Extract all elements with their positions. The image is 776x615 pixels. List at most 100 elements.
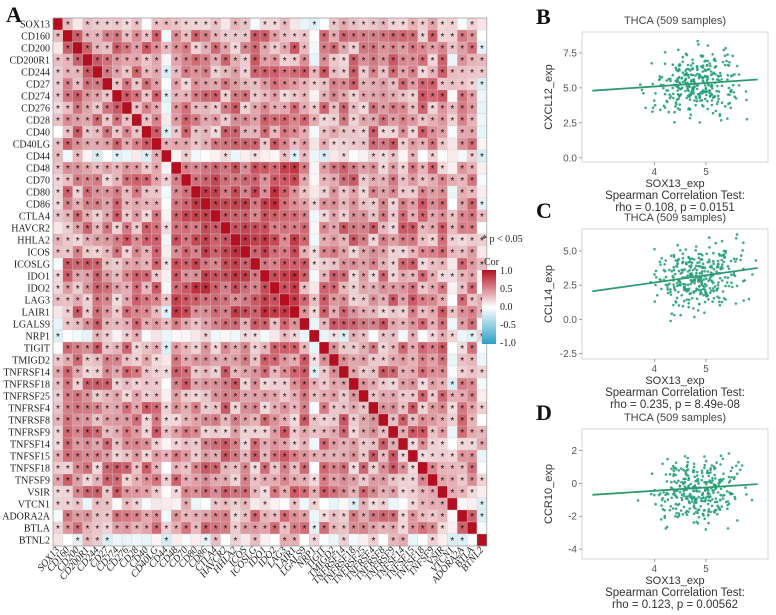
significance-star: * bbox=[184, 200, 188, 211]
significance-star: * bbox=[194, 236, 198, 247]
data-point bbox=[703, 455, 706, 458]
significance-star: * bbox=[362, 80, 366, 91]
significance-star: * bbox=[204, 476, 208, 487]
significance-star: * bbox=[371, 56, 375, 67]
significance-star: * bbox=[362, 344, 366, 355]
significance-star: * bbox=[224, 524, 228, 535]
significance-star: * bbox=[233, 536, 237, 547]
significance-star: * bbox=[470, 236, 474, 247]
significance-star: * bbox=[460, 464, 464, 475]
significance-star: * bbox=[155, 284, 159, 295]
significance-star: * bbox=[470, 200, 474, 211]
significance-star: * bbox=[174, 392, 178, 403]
significance-star: * bbox=[105, 248, 109, 259]
data-point bbox=[726, 276, 730, 280]
data-point bbox=[687, 76, 691, 79]
data-point bbox=[701, 104, 704, 107]
significance-star: * bbox=[431, 32, 435, 43]
significance-star: * bbox=[450, 116, 454, 127]
significance-star: * bbox=[95, 44, 99, 55]
significance-star: * bbox=[115, 308, 119, 319]
significance-star: * bbox=[352, 476, 356, 487]
significance-star: * bbox=[95, 488, 99, 499]
significance-star: * bbox=[135, 476, 139, 487]
data-point bbox=[696, 67, 699, 70]
significance-star: * bbox=[66, 308, 70, 319]
significance-star: * bbox=[342, 272, 346, 283]
significance-star: * bbox=[371, 380, 375, 391]
significance-star: * bbox=[214, 524, 218, 535]
significance-star: * bbox=[411, 272, 415, 283]
significance-star: * bbox=[391, 188, 395, 199]
significance-star: * bbox=[381, 476, 385, 487]
significance-star: * bbox=[381, 212, 385, 223]
data-point bbox=[694, 245, 698, 248]
significance-star: * bbox=[135, 236, 139, 247]
data-point bbox=[714, 497, 718, 500]
data-point bbox=[709, 495, 712, 498]
heatmap-cell bbox=[309, 269, 320, 283]
significance-star: * bbox=[322, 68, 326, 79]
significance-star: * bbox=[145, 272, 149, 283]
heatmap-cell bbox=[476, 521, 487, 535]
heatmap-cell bbox=[161, 233, 172, 247]
data-point bbox=[686, 456, 689, 460]
significance-star: * bbox=[450, 236, 454, 247]
significance-star: * bbox=[401, 368, 405, 379]
data-point bbox=[737, 460, 740, 464]
significance-star: * bbox=[224, 296, 228, 307]
significance-star: * bbox=[322, 260, 326, 271]
significance-star: * bbox=[135, 320, 139, 331]
significance-star: * bbox=[362, 20, 366, 31]
significance-star: * bbox=[302, 164, 306, 175]
significance-star: * bbox=[411, 308, 415, 319]
data-point bbox=[693, 282, 696, 285]
significance-star: * bbox=[194, 260, 198, 271]
significance-star: * bbox=[332, 416, 336, 427]
data-point bbox=[706, 107, 709, 111]
significance-star: * bbox=[273, 68, 277, 79]
significance-star: * bbox=[263, 320, 267, 331]
significance-star: * bbox=[105, 284, 109, 295]
heatmap-cell bbox=[151, 497, 162, 511]
significance-star: * bbox=[450, 536, 454, 547]
significance-star: * bbox=[273, 164, 277, 175]
significance-star: * bbox=[322, 140, 326, 151]
data-point bbox=[706, 75, 709, 78]
significance-star: * bbox=[381, 260, 385, 271]
significance-star: * bbox=[253, 188, 257, 199]
heatmap-cell bbox=[319, 341, 330, 355]
significance-star: * bbox=[155, 128, 159, 139]
data-point bbox=[698, 121, 701, 124]
data-point bbox=[704, 483, 708, 486]
significance-star: * bbox=[322, 248, 326, 259]
significance-star: * bbox=[243, 404, 247, 415]
data-point bbox=[655, 276, 658, 279]
significance-star: * bbox=[214, 236, 218, 247]
data-point bbox=[678, 490, 682, 494]
data-point bbox=[663, 516, 666, 519]
significance-star: * bbox=[431, 392, 435, 403]
heatmap-cell bbox=[161, 497, 172, 511]
significance-star: * bbox=[194, 284, 198, 295]
significance-star: * bbox=[302, 140, 306, 151]
significance-star: * bbox=[332, 44, 336, 55]
significance-star: * bbox=[164, 428, 168, 439]
significance-star: * bbox=[194, 476, 198, 487]
significance-star: * bbox=[214, 392, 218, 403]
data-point bbox=[700, 99, 704, 102]
significance-star: * bbox=[243, 308, 247, 319]
significance-star: * bbox=[293, 164, 297, 175]
data-point bbox=[681, 71, 685, 74]
data-point bbox=[690, 67, 694, 71]
significance-star: * bbox=[263, 296, 267, 307]
significance-star: * bbox=[411, 296, 415, 307]
legend-title: Cor bbox=[484, 257, 500, 268]
significance-star: * bbox=[283, 404, 287, 415]
significance-star: * bbox=[381, 356, 385, 367]
data-point bbox=[685, 495, 689, 499]
data-point bbox=[702, 278, 705, 281]
significance-star: * bbox=[155, 200, 159, 211]
significance-star: * bbox=[184, 440, 188, 451]
significance-star: * bbox=[283, 332, 287, 343]
